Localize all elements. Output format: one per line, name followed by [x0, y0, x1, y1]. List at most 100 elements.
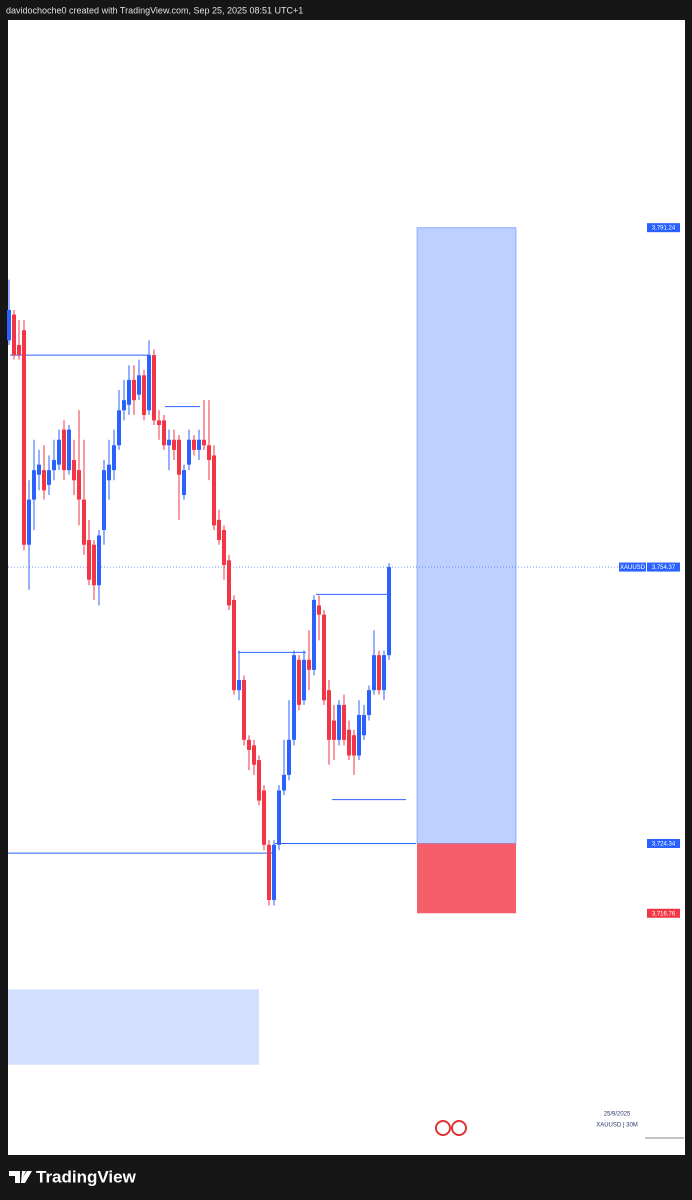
- candle-body: [347, 729, 351, 756]
- candle-body: [267, 844, 271, 901]
- candle-body: [377, 655, 381, 691]
- candle-body: [227, 560, 231, 606]
- candle-body: [132, 379, 136, 401]
- candle-body: [247, 739, 251, 750]
- candle-body: [32, 470, 36, 500]
- candle-body: [112, 445, 116, 471]
- candle-body: [7, 309, 11, 341]
- candle-body: [372, 655, 376, 691]
- candle-body: [67, 429, 71, 471]
- candle-body: [272, 844, 276, 901]
- demand-zone: [8, 989, 259, 1065]
- candle-body: [72, 460, 76, 481]
- candle-body: [87, 540, 91, 580]
- candle-body: [297, 659, 301, 705]
- symbol-label: XAUUSD: [620, 565, 646, 571]
- symbol-label-bg: [619, 562, 646, 572]
- candle-body: [102, 470, 106, 530]
- candle-body: [187, 439, 191, 465]
- candle-body: [292, 655, 296, 740]
- levels: [8, 354, 416, 854]
- candle-body: [137, 375, 141, 395]
- price-label-bg: [647, 838, 680, 848]
- candle-body: [172, 439, 176, 450]
- candle-body: [92, 544, 96, 586]
- candle-body: [232, 599, 236, 691]
- stop-zone: [417, 843, 516, 914]
- logo-text: TradingView: [36, 1167, 137, 1186]
- candle-body: [177, 439, 181, 475]
- watermark-date: 25/9/2025: [604, 1112, 631, 1118]
- header-text: davidochoche0 created with TradingView.c…: [6, 5, 303, 15]
- price-label-bg: [647, 562, 680, 572]
- candle-body: [97, 535, 101, 586]
- candle-body: [382, 655, 386, 691]
- candle-body: [147, 355, 151, 411]
- candle-body: [367, 690, 371, 715]
- flag-icon: [451, 1120, 467, 1136]
- candle-body: [62, 429, 66, 471]
- candle-body: [77, 470, 81, 500]
- candle-body: [142, 375, 146, 415]
- candle-body: [42, 470, 46, 491]
- candle-body: [107, 464, 111, 481]
- candle-body: [302, 659, 306, 701]
- candle-body: [362, 714, 366, 736]
- candle-body: [157, 420, 161, 426]
- candle-body: [47, 470, 51, 485]
- watermark-symbol: XAUUSD | 30M: [596, 1123, 638, 1129]
- candle-body: [152, 355, 156, 421]
- target-zone: [416, 227, 517, 844]
- price-label: 3,724.34: [652, 842, 676, 848]
- candle-body: [22, 330, 26, 545]
- candle-body: [357, 714, 361, 756]
- candle-body: [162, 420, 166, 446]
- candle-body: [182, 470, 186, 495]
- candle-body: [327, 690, 331, 740]
- candle-body: [37, 464, 41, 475]
- price-label-bg: [647, 223, 680, 233]
- candle-body: [342, 704, 346, 740]
- candle-body: [192, 439, 196, 450]
- chart-area: [8, 20, 685, 1155]
- price-label: 3,716.76: [652, 911, 676, 917]
- candle-body: [27, 499, 31, 545]
- price-label: 3,754.37: [652, 565, 676, 571]
- candle-body: [317, 605, 321, 615]
- candle-body: [212, 455, 216, 526]
- price-label-bg: [647, 908, 680, 918]
- candle-body: [197, 439, 201, 450]
- candle-body: [52, 460, 56, 471]
- candle-body: [262, 790, 266, 845]
- candle-body: [122, 400, 126, 411]
- candle-body: [277, 790, 281, 845]
- candle-body: [167, 439, 171, 446]
- candle-body: [307, 659, 311, 670]
- logo-icon: [9, 1171, 32, 1183]
- candle-body: [312, 599, 316, 670]
- candle-body: [237, 680, 241, 691]
- candle-body: [127, 379, 131, 405]
- candle-body: [282, 774, 286, 791]
- candle-body: [287, 739, 291, 775]
- candle-body: [207, 445, 211, 461]
- candle-body: [337, 704, 341, 740]
- candle-body: [252, 745, 256, 765]
- candle-body: [17, 344, 21, 356]
- candles: [7, 279, 391, 906]
- candle-body: [332, 720, 336, 740]
- candle-body: [352, 735, 356, 756]
- candle-body: [217, 519, 221, 541]
- candle-body: [387, 567, 391, 656]
- candle-body: [57, 439, 61, 465]
- candle-body: [242, 680, 246, 740]
- candle-body: [82, 499, 86, 545]
- candle-body: [117, 410, 121, 446]
- candle-body: [202, 439, 206, 446]
- candle-body: [222, 529, 226, 565]
- candle-body: [12, 314, 16, 356]
- footer-logo: TradingView: [9, 1167, 137, 1186]
- candle-body: [322, 614, 326, 701]
